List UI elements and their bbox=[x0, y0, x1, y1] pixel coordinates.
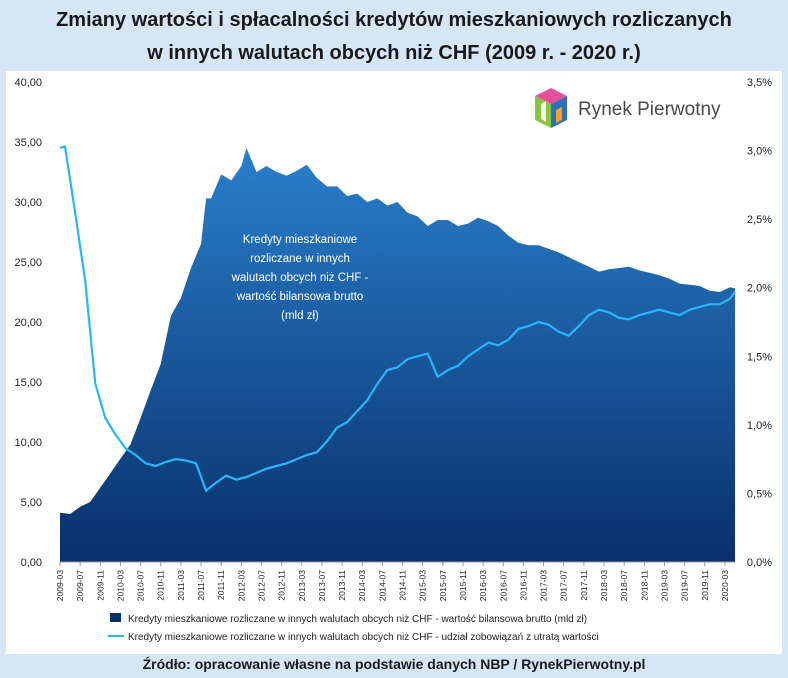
x-tick-label: 2009-03 bbox=[55, 570, 65, 601]
annotation-line: rozliczane w innych bbox=[250, 253, 350, 265]
x-tick-label: 2013-11 bbox=[337, 570, 347, 601]
logo: Rynek Pierwotny bbox=[535, 88, 721, 128]
x-tick-label: 2010-03 bbox=[115, 570, 125, 601]
x-tick-label: 2012-03 bbox=[236, 570, 246, 601]
legend-label-line: Kredyty mieszkaniowe rozliczane w innych… bbox=[128, 632, 599, 643]
y-left-tick-label: 10,00 bbox=[14, 437, 42, 449]
y-left-tick-label: 40,00 bbox=[14, 77, 42, 89]
y-left-tick-label: 35,00 bbox=[14, 137, 42, 149]
y-left-tick-label: 25,00 bbox=[14, 257, 42, 269]
x-tick-label: 2015-03 bbox=[418, 570, 428, 601]
y-left-tick-label: 15,00 bbox=[14, 377, 42, 389]
x-tick-label: 2016-07 bbox=[498, 570, 508, 601]
axis-layer: 0,00 5,00 10,00 15,00 20,00 25,00 30,00 35,00 40… bbox=[14, 77, 772, 601]
series-line-impaired-share bbox=[59, 145, 736, 492]
y-right-tick-label: 0,5% bbox=[747, 488, 772, 500]
x-tick-label: 2010-07 bbox=[136, 570, 146, 601]
y-right-tick-label: 1,0% bbox=[747, 420, 772, 432]
annotation: Kredyty mieszkaniowe rozliczane w innych w… bbox=[231, 234, 369, 322]
legend-label-area: Kredyty mieszkaniowe rozliczane w innych… bbox=[128, 614, 587, 625]
y-left-tick-label: 5,00 bbox=[21, 497, 42, 509]
x-tick-label: 2011-03 bbox=[176, 570, 186, 601]
annotation-line: (mld zł) bbox=[281, 310, 319, 322]
y-right-tick-label: 3,5% bbox=[747, 77, 772, 89]
y-right-tick-label: 0,0% bbox=[747, 557, 772, 569]
x-tick-label: 2013-03 bbox=[297, 570, 307, 601]
legend-swatch-area bbox=[110, 613, 121, 622]
x-tick-label: 2009-11 bbox=[95, 570, 105, 601]
x-tick-label: 2014-11 bbox=[398, 570, 408, 601]
x-tick-label: 2017-07 bbox=[559, 570, 569, 601]
annotation-line: walutach obcych niż CHF - bbox=[231, 272, 369, 284]
y-right-tick-label: 2,0% bbox=[747, 283, 772, 295]
x-tick-label: 2011-07 bbox=[196, 570, 206, 601]
title-line-1: Zmiany wartości i spłacalności kredytów … bbox=[56, 9, 732, 31]
legend: Kredyty mieszkaniowe rozliczane w innych… bbox=[108, 613, 599, 643]
x-tick-label: 2019-07 bbox=[680, 570, 690, 601]
x-tick-label: 2019-03 bbox=[660, 570, 670, 601]
x-tick-label: 2016-03 bbox=[478, 570, 488, 601]
x-tick-label: 2014-07 bbox=[377, 570, 387, 601]
x-tick-label: 2018-07 bbox=[619, 570, 629, 601]
source-note: Źródło: opracowanie własne na podstawie … bbox=[142, 656, 646, 672]
y-right-tick-label: 3,0% bbox=[747, 146, 772, 158]
title-line-2: w innych walutach obcych niż CHF (2009 r… bbox=[147, 42, 641, 64]
y-left-tick-label: 0,00 bbox=[21, 557, 42, 569]
line-layer bbox=[59, 145, 736, 492]
x-tick-label: 2017-03 bbox=[539, 570, 549, 601]
y-right-tick-label: 1,5% bbox=[747, 351, 772, 363]
x-tick-label: 2009-07 bbox=[75, 570, 85, 601]
y-left-tick-label: 30,00 bbox=[14, 197, 42, 209]
annotation-line: wartość bilansowa brutto bbox=[236, 291, 364, 303]
x-tick-label: 2017-11 bbox=[579, 570, 589, 601]
y-right-tick-label: 2,5% bbox=[747, 214, 772, 226]
x-tick-label: 2018-11 bbox=[639, 570, 649, 601]
house-cube-icon bbox=[535, 88, 567, 128]
x-tick-label: 2014-03 bbox=[357, 570, 367, 601]
x-tick-label: 2012-11 bbox=[277, 570, 287, 601]
annotation-line: Kredyty mieszkaniowe bbox=[243, 234, 357, 246]
x-tick-label: 2012-07 bbox=[257, 570, 267, 601]
x-tick-label: 2011-11 bbox=[216, 570, 226, 600]
y-left-tick-label: 20,00 bbox=[14, 317, 42, 329]
x-tick-label: 2015-07 bbox=[438, 570, 448, 601]
x-tick-label: 2019-11 bbox=[700, 570, 710, 601]
x-tick-label: 2020-03 bbox=[720, 570, 730, 601]
x-tick-label: 2010-11 bbox=[156, 570, 166, 601]
x-tick-label: 2013-07 bbox=[317, 570, 327, 601]
x-tick-label: 2015-11 bbox=[458, 570, 468, 601]
series-area-balance-value bbox=[60, 148, 735, 562]
x-tick-label: 2018-03 bbox=[599, 570, 609, 601]
logo-text: Rynek Pierwotny bbox=[578, 99, 721, 120]
x-tick-label: 2016-11 bbox=[518, 570, 528, 601]
area-layer bbox=[60, 148, 735, 562]
chart-title: Zmiany wartości i spłacalności kredytów … bbox=[0, 4, 788, 70]
